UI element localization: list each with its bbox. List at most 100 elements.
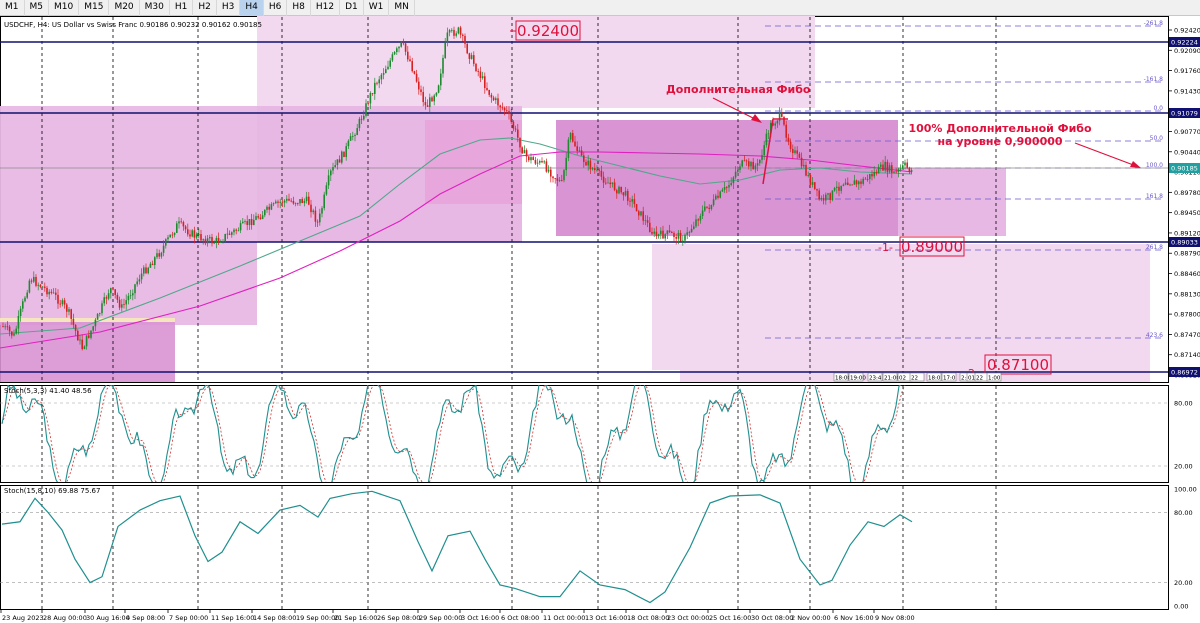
candle (761, 149, 763, 164)
candle (162, 240, 165, 257)
candle (325, 182, 328, 196)
candle (902, 163, 904, 170)
candle (136, 277, 138, 287)
session-label-text: 22 (976, 376, 983, 382)
candle (673, 231, 675, 242)
timeframe-mn[interactable]: MN (389, 0, 415, 16)
candle (248, 219, 251, 231)
candle (708, 204, 710, 214)
candle (763, 140, 765, 160)
price-tick-label: 0.91760 (1174, 67, 1200, 75)
candle (237, 227, 240, 232)
ma-fast-line (0, 137, 913, 335)
candle (151, 260, 154, 266)
candle (543, 160, 545, 164)
timeframe-d1[interactable]: D1 (340, 0, 364, 16)
candle (484, 72, 486, 94)
timeframe-m15[interactable]: M15 (79, 0, 110, 16)
date-tick-label: 11 Oct 00:00 (543, 614, 585, 622)
ma-slow-line (0, 151, 913, 349)
candle (486, 82, 488, 92)
candle (723, 181, 726, 193)
candle (686, 227, 688, 240)
stoch1-indicator: 80.00 20.00 (0, 385, 1193, 482)
candle (226, 227, 229, 239)
candle (283, 199, 286, 208)
fibonacci-levels: -261.8 -161.8 0.0 50.0 100.0 161.8 261.8 423.6 (765, 20, 1163, 339)
timeframe-h4[interactable]: H4 (240, 0, 264, 16)
candle (853, 174, 856, 185)
candle (314, 206, 317, 227)
candle (305, 191, 308, 204)
timeframe-h6[interactable]: H6 (264, 0, 288, 16)
candle (292, 196, 295, 205)
candle (904, 159, 906, 170)
candle (479, 66, 482, 83)
candle (880, 161, 882, 172)
timeframe-m20[interactable]: M20 (109, 0, 140, 16)
candle (602, 171, 605, 189)
session-label-text: 22 (911, 376, 918, 382)
candle (473, 51, 475, 67)
candle (785, 120, 787, 142)
price-tag-label: 0.92224 (1171, 39, 1198, 47)
date-tick-label: 4 Sep 08:00 (126, 614, 165, 622)
timeframe-m10[interactable]: M10 (49, 0, 80, 16)
candle (798, 151, 801, 159)
candle (506, 106, 508, 115)
date-tick-label: 23 Aug 2023 (2, 614, 44, 622)
candle (499, 104, 501, 113)
timeframe-h1[interactable]: H1 (170, 0, 194, 16)
candle (112, 287, 114, 291)
timeframe-h2[interactable]: H2 (193, 0, 217, 16)
candle (15, 325, 17, 335)
timeframe-m30[interactable]: M30 (140, 0, 170, 16)
candle (748, 158, 750, 170)
candle (4, 323, 6, 330)
candle (257, 213, 259, 220)
timeframe-h12[interactable]: H12 (311, 0, 341, 16)
target-level-0-89000: -1- 0.89000 (878, 236, 965, 257)
timeframe-w1[interactable]: W1 (364, 0, 390, 16)
candle (268, 203, 270, 216)
candle (778, 107, 781, 126)
candle (671, 230, 673, 234)
candle (154, 256, 156, 269)
timeframe-m1[interactable]: M1 (0, 0, 25, 16)
candle (796, 146, 798, 159)
timeframe-h3[interactable]: H3 (217, 0, 241, 16)
candle (690, 224, 693, 233)
candle (851, 184, 853, 186)
price-tick-label: 0.91430 (1174, 87, 1200, 95)
price-tick-label: 0.89780 (1174, 189, 1200, 197)
candle (739, 163, 741, 173)
candle (552, 175, 554, 183)
candle (193, 226, 196, 244)
candle (35, 274, 37, 288)
candle (864, 177, 867, 180)
candle (492, 95, 495, 102)
timeframe-h8[interactable]: H8 (287, 0, 311, 16)
candle (261, 211, 264, 220)
candle (178, 216, 180, 229)
candle (759, 159, 761, 166)
candle (827, 192, 829, 200)
price-tag: 0.91079 (1169, 108, 1200, 118)
candle (145, 263, 147, 275)
candle (242, 218, 244, 224)
candle (644, 214, 647, 226)
session-label: 19:00 (848, 372, 866, 382)
candle (275, 199, 277, 204)
candle (437, 84, 440, 94)
candle (638, 209, 640, 220)
candle (519, 137, 521, 153)
session-label: 17:0 (941, 372, 957, 382)
timeframe-m5[interactable]: M5 (25, 0, 49, 16)
candle (409, 55, 411, 62)
candle (349, 133, 352, 141)
candle (805, 161, 807, 177)
date-tick-label: 3 Oct 16:00 (461, 614, 499, 622)
candle (371, 93, 374, 96)
candle (125, 294, 127, 310)
candle (110, 287, 112, 299)
